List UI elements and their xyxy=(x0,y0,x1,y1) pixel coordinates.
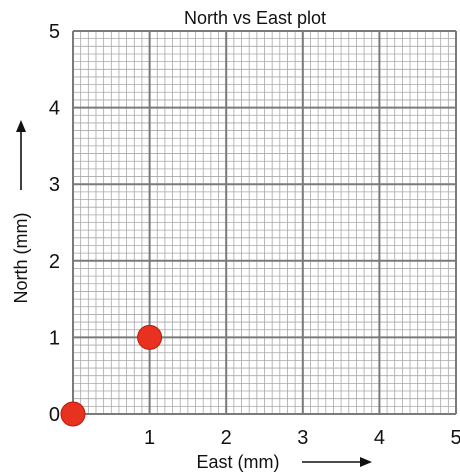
x-tick-label: 5 xyxy=(450,427,460,449)
chart-title: North vs East plot xyxy=(184,8,326,28)
y-tick-labels: 0 1 2 3 4 5 xyxy=(49,21,60,426)
y-tick-label: 5 xyxy=(49,21,60,43)
y-tick-label: 2 xyxy=(49,251,60,273)
x-axis-arrow xyxy=(302,457,372,467)
y-axis-label: North (mm) xyxy=(11,213,31,304)
y-tick-label: 1 xyxy=(49,327,60,349)
plot-grid xyxy=(72,30,457,415)
x-tick-label: 4 xyxy=(374,427,385,449)
data-points xyxy=(60,324,163,427)
y-tick-label: 4 xyxy=(49,98,60,120)
data-point xyxy=(137,324,163,350)
x-tick-label: 3 xyxy=(297,427,308,449)
y-tick-label: 0 xyxy=(49,404,60,426)
x-tick-labels: 1 2 3 4 5 xyxy=(144,427,460,449)
data-point xyxy=(60,401,86,427)
x-tick-label: 1 xyxy=(144,427,155,449)
y-axis-arrow xyxy=(16,120,26,190)
y-tick-label: 3 xyxy=(49,174,60,196)
x-axis-label: East (mm) xyxy=(197,452,280,472)
x-tick-label: 2 xyxy=(221,427,232,449)
